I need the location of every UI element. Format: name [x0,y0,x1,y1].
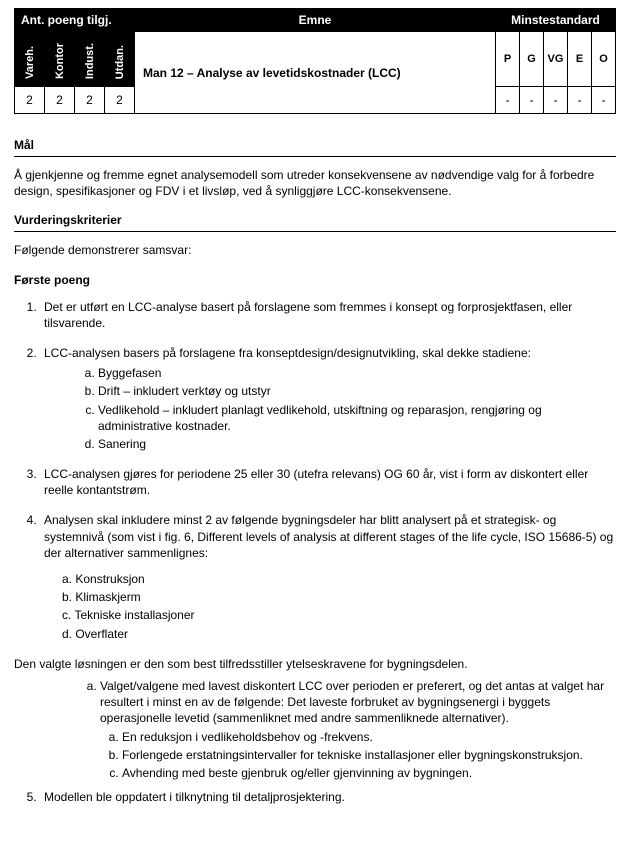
points-indust: 2 [75,87,105,114]
col-indust: Indust. [75,32,105,87]
vk-title: Vurderingskriterier [14,213,616,232]
chosen-a: Valget/valgene med lavest diskontert LCC… [100,678,616,727]
points-utdan: 2 [105,87,135,114]
criteria-item-2d: Sanering [98,436,616,452]
criteria-item-4c: c. Tekniske installasjoner [62,607,616,623]
vk-intro: Følgende demonstrerer samsvar: [14,242,616,258]
chosen-a2: Forlengede erstatningsintervaller for te… [122,747,616,763]
criteria-item-4: Analysen skal inkludere minst 2 av følge… [40,512,616,641]
chosen-a-text: Valget/valgene med lavest diskontert LCC… [100,679,604,725]
points-kontor: 2 [45,87,75,114]
chosen-a3: Avhending med beste gjenbruk og/eller gj… [122,765,616,781]
criteria-item-4b: b. Klimaskjerm [62,589,616,605]
criteria-item-2-sublist: Byggefasen Drift – inkludert verktøy og … [44,365,616,452]
col-utdan: Utdan. [105,32,135,87]
criteria-item-2c: Vedlikehold – inkludert planlagt vedlike… [98,402,616,434]
ms-col-g: G [520,32,544,87]
chosen-a1: En reduksjon i vedlikeholdsbehov og -fre… [122,729,616,745]
header-table: Ant. poeng tilgj. Emne Minstestandard Va… [14,8,616,114]
criteria-item-2a: Byggefasen [98,365,616,381]
criteria-item-2-text: LCC-analysen basers på forslagene fra ko… [44,346,531,360]
chosen-intro: Den valgte løsningen er den som best til… [14,656,616,672]
chosen-inner-list: En reduksjon i vedlikeholdsbehov og -fre… [14,729,616,782]
emne-title: Man 12 – Analyse av levetidskostnader (L… [135,32,496,114]
chosen-list: Valget/valgene med lavest diskontert LCC… [14,678,616,727]
criteria-item-4d: d. Overflater [62,626,616,642]
fp-title: Første poeng [14,273,616,287]
emne-header: Emne [135,9,496,32]
ms-val-o: - [592,87,616,114]
criteria-item-4-sublist: a. Konstruksjon b. Klimaskjerm c. Teknis… [44,571,616,642]
ms-val-vg: - [544,87,568,114]
col-vareh: Vareh. [15,32,45,87]
ms-col-p: P [496,32,520,87]
ms-col-o: O [592,32,616,87]
ms-col-e: E [568,32,592,87]
ms-val-e: - [568,87,592,114]
mal-title: Mål [14,138,616,157]
criteria-list-cont: Modellen ble oppdatert i tilknytning til… [14,789,616,805]
criteria-item-4-text: Analysen skal inkludere minst 2 av følge… [44,513,613,559]
points-header: Ant. poeng tilgj. [15,9,135,32]
ms-col-vg: VG [544,32,568,87]
ms-val-g: - [520,87,544,114]
criteria-list: Det er utført en LCC-analyse basert på f… [14,299,616,642]
ms-val-p: - [496,87,520,114]
criteria-item-2: LCC-analysen basers på forslagene fra ko… [40,345,616,452]
points-vareh: 2 [15,87,45,114]
criteria-item-1: Det er utført en LCC-analyse basert på f… [40,299,616,331]
mal-body: Å gjenkjenne og fremme egnet analysemode… [14,167,616,199]
criteria-item-3: LCC-analysen gjøres for periodene 25 ell… [40,466,616,498]
criteria-item-4a: a. Konstruksjon [62,571,616,587]
criteria-item-2b: Drift – inkludert verktøy og utstyr [98,383,616,399]
minstestandard-header: Minstestandard [496,9,616,32]
col-kontor: Kontor [45,32,75,87]
criteria-item-5: Modellen ble oppdatert i tilknytning til… [40,789,616,805]
